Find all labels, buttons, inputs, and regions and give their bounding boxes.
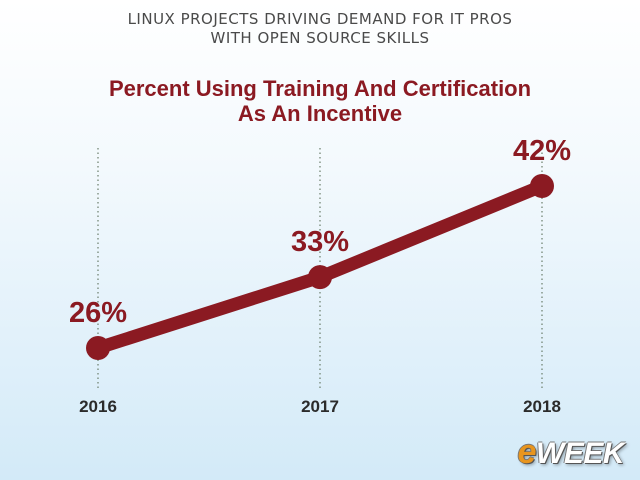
x-tick-label-2017: 2017: [301, 397, 339, 416]
logo-week: WEEK: [536, 437, 625, 470]
chart-title-line-1: Percent Using Training And Certification: [108, 76, 532, 101]
data-label-2016: 26%: [69, 297, 127, 329]
x-tick-label-2016: 2016: [79, 397, 117, 416]
chart-title: Percent Using Training And Certification…: [0, 76, 640, 126]
chart-title-line-2: As An Incentive: [237, 101, 403, 126]
header-line-2: WITH OPEN SOURCE SKILLS: [210, 29, 430, 47]
x-tick-label-2018: 2018: [523, 397, 561, 416]
data-point-2016: [86, 336, 110, 360]
infographic-header: LINUX PROJECTS DRIVING DEMAND FOR IT PRO…: [0, 10, 640, 48]
eweek-logo: eWEEK: [517, 433, 625, 472]
data-point-2018: [530, 174, 554, 198]
data-label-2018: 42%: [513, 135, 571, 167]
data-label-2017: 33%: [291, 226, 349, 258]
data-point-2017: [308, 265, 332, 290]
logo-e: e: [517, 433, 537, 471]
header-line-1: LINUX PROJECTS DRIVING DEMAND FOR IT PRO…: [127, 10, 513, 28]
